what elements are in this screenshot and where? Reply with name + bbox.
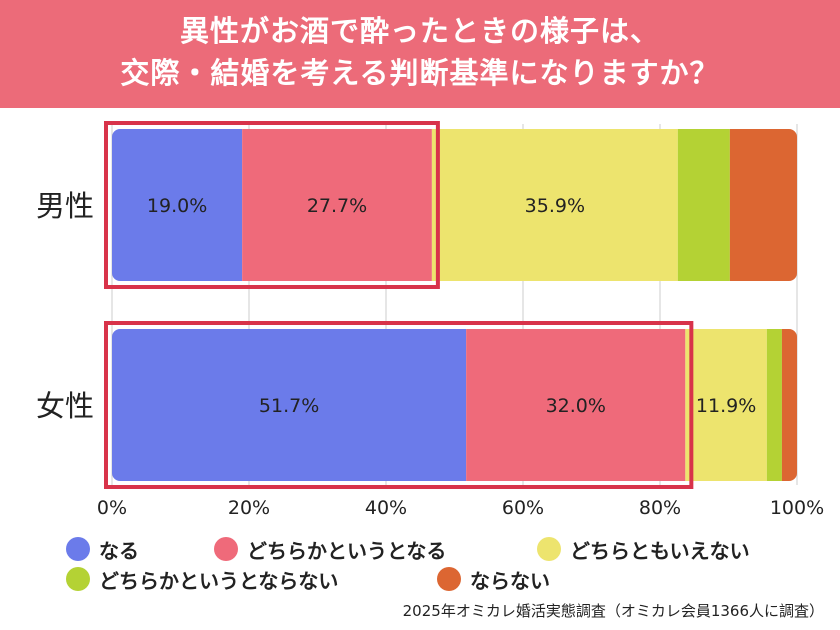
legend-label: どちらかというとなる [247, 538, 447, 563]
x-tick-label: 80% [639, 497, 681, 519]
legend-swatch [537, 537, 561, 561]
x-tick-label: 60% [502, 497, 544, 519]
data-label: 32.0% [546, 395, 606, 417]
x-tick-label: 40% [365, 497, 407, 519]
legend-label: なる [99, 538, 139, 563]
source-note: 2025年オミカレ婚活実態調査（オミカレ会員1366人に調査） [402, 602, 824, 620]
x-tick-label: 20% [228, 497, 270, 519]
bar-segment [729, 129, 797, 281]
highlight-frame [104, 121, 440, 289]
data-label: 35.9% [525, 195, 585, 217]
legend-item-dochiraka-naranai: どちらかというとならない [66, 564, 338, 594]
legend-item-naru: なる [66, 534, 139, 564]
chart-title-line-1: 異性がお酒で酔ったときの様子は、 [179, 14, 660, 48]
highlight-frame [104, 321, 694, 489]
bar-segment [781, 329, 797, 481]
legend-item-dochiratomo: どちらともいえない [537, 534, 750, 564]
bar-segment [466, 329, 686, 481]
bar-segment [112, 129, 243, 281]
legend-label: ならない [470, 568, 550, 593]
legend-swatch [66, 567, 90, 591]
bar-segment [431, 129, 678, 281]
x-tick-label: 0% [97, 497, 127, 519]
legend-swatch [66, 537, 90, 561]
legend-item-naranai: ならない [437, 564, 550, 594]
legend-item-dochiraka-naru: どちらかというとなる [214, 534, 446, 564]
data-label: 51.7% [259, 395, 319, 417]
bar-group [112, 129, 797, 481]
data-label: 19.0% [147, 195, 207, 217]
x-tick-label: 100% [770, 497, 824, 519]
chart-title-line-2: 交際・結婚を考える判断基準になりますか？ [120, 56, 720, 90]
bar-segment [685, 329, 767, 481]
bar-segment [112, 329, 467, 481]
data-label: 11.9% [696, 395, 756, 417]
category-label: 男性 [36, 189, 94, 223]
legend-swatch [214, 537, 238, 561]
legend-label: どちらともいえない [570, 538, 750, 563]
chart-title-banner: 異性がお酒で酔ったときの様子は、 交際・結婚を考える判断基準になりますか？ [0, 0, 840, 108]
bar-segment [242, 129, 432, 281]
category-label: 女性 [36, 389, 94, 423]
legend-label: どちらかというとならない [99, 568, 339, 593]
data-label: 27.7% [307, 195, 367, 217]
legend-swatch [437, 567, 461, 591]
bar-segment [766, 329, 782, 481]
bar-segment [677, 129, 730, 281]
